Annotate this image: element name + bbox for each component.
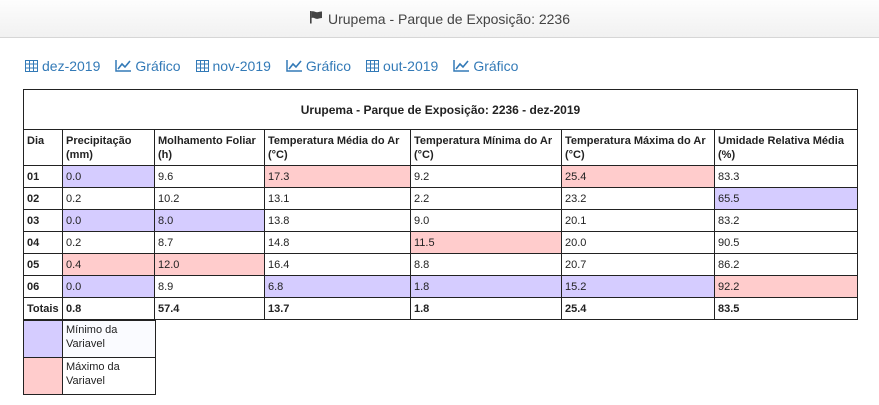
day-cell: 05 xyxy=(23,253,63,276)
legend-min-label: Mínimo da Variavel xyxy=(62,320,156,358)
table-caption: Urupema - Parque de Exposição: 2236 - de… xyxy=(23,89,858,130)
value-cell: 12.0 xyxy=(154,253,265,276)
value-cell: 0.0 xyxy=(62,209,155,232)
total-cell: 1.8 xyxy=(410,297,562,320)
total-cell: Totais xyxy=(23,297,63,320)
value-cell: 92.2 xyxy=(714,275,858,298)
value-cell: 13.1 xyxy=(264,187,411,210)
day-cell: 03 xyxy=(23,209,63,232)
value-cell: 15.2 xyxy=(561,275,715,298)
value-cell: 0.4 xyxy=(62,253,155,276)
value-cell: 0.0 xyxy=(62,165,155,188)
value-cell: 9.0 xyxy=(410,209,562,232)
value-cell: 65.5 xyxy=(714,187,858,210)
value-cell: 83.3 xyxy=(714,165,858,188)
table-row: 05 0.4 12.0 16.4 8.8 20.7 86.2 xyxy=(23,253,858,276)
legend-max-swatch xyxy=(23,357,63,395)
value-cell: 86.2 xyxy=(714,253,858,276)
value-cell: 0.2 xyxy=(62,231,155,254)
link-label: Gráfico xyxy=(473,58,519,74)
total-cell: 13.7 xyxy=(264,297,411,320)
link-label: Gráfico xyxy=(305,58,352,74)
line-chart-icon xyxy=(115,60,132,72)
line-chart-icon xyxy=(453,60,470,72)
link-label: out-2019 xyxy=(383,58,439,74)
value-cell: 25.4 xyxy=(561,165,715,188)
page-header: Urupema - Parque de Exposição: 2236 xyxy=(0,0,879,38)
value-cell: 20.1 xyxy=(561,209,715,232)
total-cell: 0.8 xyxy=(62,297,155,320)
column-header: Temperatura Mínima do Ar (°C) xyxy=(410,129,562,166)
day-cell: 04 xyxy=(23,231,63,254)
link-label: nov-2019 xyxy=(212,58,271,74)
value-cell: 83.2 xyxy=(714,209,858,232)
link-chart-nov-2019[interactable]: Gráfico xyxy=(286,58,351,74)
total-cell: 83.5 xyxy=(714,297,858,320)
value-cell: 6.8 xyxy=(264,275,411,298)
value-cell: 14.8 xyxy=(264,231,411,254)
value-cell: 8.0 xyxy=(154,209,265,232)
value-cell: 0.2 xyxy=(62,187,155,210)
month-links: dez-2019 Gráfico nov-2019 Gráfico out-20… xyxy=(25,58,533,74)
value-cell: 2.2 xyxy=(410,187,562,210)
value-cell: 9.2 xyxy=(410,165,562,188)
link-chart-dez-2019[interactable]: Gráfico xyxy=(115,58,181,74)
totals-row: Totais 0.8 57.4 13.7 1.8 25.4 83.5 xyxy=(23,297,858,320)
value-cell: 16.4 xyxy=(264,253,411,276)
table-row: 01 0.0 9.6 17.3 9.2 25.4 83.3 xyxy=(23,165,858,188)
link-table-nov-2019[interactable]: nov-2019 xyxy=(195,58,271,74)
link-table-dez-2019[interactable]: dez-2019 xyxy=(25,58,100,74)
value-cell: 8.8 xyxy=(410,253,562,276)
column-header: Dia xyxy=(23,129,63,166)
table-icon xyxy=(366,60,380,72)
day-cell: 02 xyxy=(23,187,63,210)
legend-max-label: Máximo da Variavel xyxy=(62,357,156,395)
value-cell: 90.5 xyxy=(714,231,858,254)
table-row: 03 0.0 8.0 13.8 9.0 20.1 83.2 xyxy=(23,209,858,232)
legend-min-swatch xyxy=(23,320,63,358)
column-header: Temperatura Média do Ar (°C) xyxy=(264,129,411,166)
value-cell: 0.0 xyxy=(62,275,155,298)
value-cell: 8.7 xyxy=(154,231,265,254)
day-cell: 01 xyxy=(23,165,63,188)
link-chart-out-2019[interactable]: Gráfico xyxy=(453,58,518,74)
legend: Mínimo da Variavel Máximo da Variavel xyxy=(23,320,156,395)
table-icon xyxy=(195,60,209,72)
link-table-out-2019[interactable]: out-2019 xyxy=(366,58,438,74)
day-cell: 06 xyxy=(23,275,63,298)
value-cell: 8.9 xyxy=(154,275,265,298)
value-cell: 11.5 xyxy=(410,231,562,254)
column-header: Temperatura Máxima do Ar (°C) xyxy=(561,129,715,166)
table-body: 01 0.0 9.6 17.3 9.2 25.4 83.3 02 0.2 10.2 13.1 2.2 2… xyxy=(23,165,858,320)
line-chart-icon xyxy=(286,60,302,72)
table-row: 02 0.2 10.2 13.1 2.2 23.2 65.5 xyxy=(23,187,858,210)
value-cell: 9.6 xyxy=(154,165,265,188)
value-cell: 20.7 xyxy=(561,253,715,276)
value-cell: 13.8 xyxy=(264,209,411,232)
link-label: Gráfico xyxy=(135,58,181,74)
table-icon xyxy=(25,60,38,72)
column-header-row: Dia Precipitação (mm) Molhamento Foliar (h… xyxy=(23,129,858,166)
value-cell: 20.0 xyxy=(561,231,715,254)
value-cell: 10.2 xyxy=(154,187,265,210)
value-cell: 1.8 xyxy=(410,275,562,298)
value-cell: 23.2 xyxy=(561,187,715,210)
column-header: Umidade Relativa Média (%) xyxy=(714,129,858,166)
page-title: Urupema - Parque de Exposição: 2236 xyxy=(327,10,571,27)
total-cell: 57.4 xyxy=(154,297,265,320)
column-header: Molhamento Foliar (h) xyxy=(154,129,265,166)
data-table: Urupema - Parque de Exposição: 2236 - de… xyxy=(23,89,858,320)
value-cell: 17.3 xyxy=(264,165,411,188)
flag-icon xyxy=(309,10,323,27)
link-label: dez-2019 xyxy=(42,58,101,74)
table-row: 04 0.2 8.7 14.8 11.5 20.0 90.5 xyxy=(23,231,858,254)
total-cell: 25.4 xyxy=(561,297,715,320)
column-header: Precipitação (mm) xyxy=(62,129,155,166)
table-row: 06 0.0 8.9 6.8 1.8 15.2 92.2 xyxy=(23,275,858,298)
